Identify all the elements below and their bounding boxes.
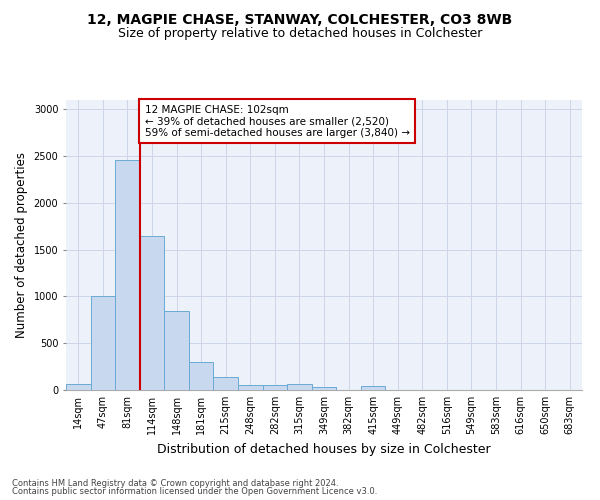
Bar <box>214 377 238 390</box>
Bar <box>140 236 164 390</box>
Bar <box>361 386 385 390</box>
Text: 12, MAGPIE CHASE, STANWAY, COLCHESTER, CO3 8WB: 12, MAGPIE CHASE, STANWAY, COLCHESTER, C… <box>88 12 512 26</box>
Bar <box>263 385 287 390</box>
Text: Contains public sector information licensed under the Open Government Licence v3: Contains public sector information licen… <box>12 487 377 496</box>
Bar <box>238 385 263 390</box>
X-axis label: Distribution of detached houses by size in Colchester: Distribution of detached houses by size … <box>157 442 491 456</box>
Text: Size of property relative to detached houses in Colchester: Size of property relative to detached ho… <box>118 28 482 40</box>
Bar <box>287 384 312 390</box>
Bar <box>66 384 91 390</box>
Bar <box>91 296 115 390</box>
Y-axis label: Number of detached properties: Number of detached properties <box>15 152 28 338</box>
Bar <box>115 160 140 390</box>
Text: Contains HM Land Registry data © Crown copyright and database right 2024.: Contains HM Land Registry data © Crown c… <box>12 478 338 488</box>
Bar <box>164 312 189 390</box>
Bar <box>189 362 214 390</box>
Bar <box>312 386 336 390</box>
Text: 12 MAGPIE CHASE: 102sqm
← 39% of detached houses are smaller (2,520)
59% of semi: 12 MAGPIE CHASE: 102sqm ← 39% of detache… <box>145 104 410 138</box>
